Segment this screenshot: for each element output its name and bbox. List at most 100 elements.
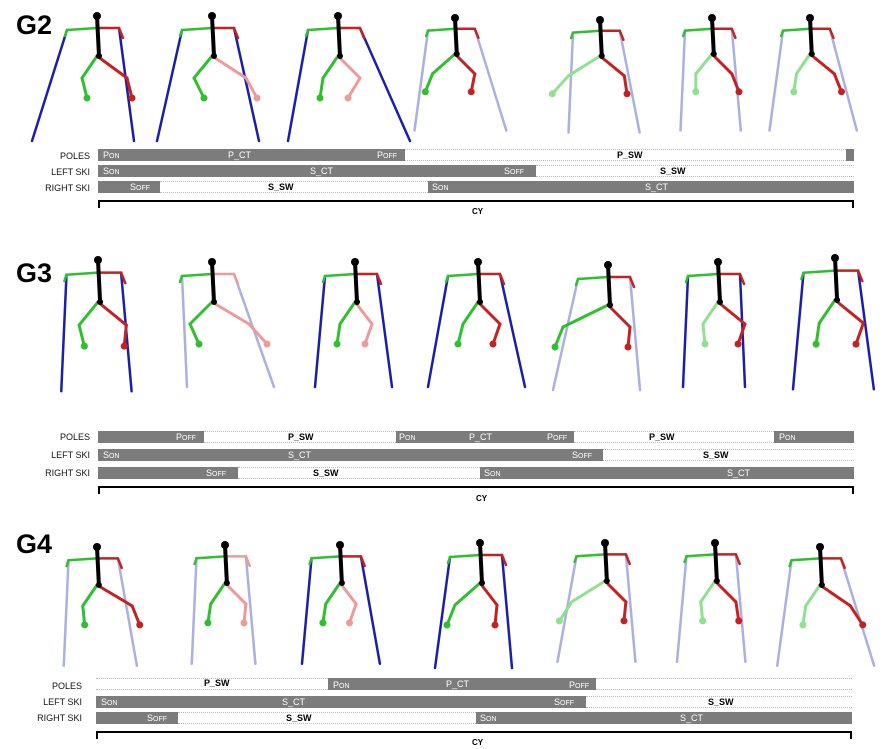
left-pole [681, 274, 690, 389]
right-thigh [713, 579, 738, 604]
right-hand [738, 272, 746, 286]
right-ski-contact-bar [96, 712, 178, 724]
pelvis [603, 578, 610, 584]
left-shank [192, 76, 206, 100]
head [451, 14, 459, 22]
poles-contact-bar [774, 431, 854, 443]
left-pole [776, 559, 793, 667]
head [816, 543, 824, 551]
head [208, 12, 216, 20]
right-hand [232, 272, 240, 286]
left-ski-event-label: SOFF [504, 166, 525, 176]
left-arm [683, 27, 714, 32]
right-pole [498, 272, 527, 389]
right-shank [247, 322, 269, 346]
right-foot [361, 340, 369, 348]
left-hand [569, 31, 575, 40]
left-thigh [570, 579, 607, 604]
trunk [478, 541, 484, 585]
head [711, 539, 719, 547]
left-hand [779, 29, 785, 38]
right-thigh [95, 54, 129, 80]
poles-event-label: POFF [176, 432, 197, 442]
left-ski-event-label: SOFF [572, 450, 593, 460]
left-ski-event-label: SOFF [554, 697, 575, 707]
left-foot [195, 340, 203, 348]
right-hand [828, 27, 835, 40]
left-hand [800, 271, 805, 281]
right-thigh [95, 583, 134, 608]
left-foot [200, 94, 208, 102]
head [93, 543, 101, 551]
left-hand [683, 555, 688, 564]
left-foot [548, 90, 556, 98]
poles-contact-bar [98, 149, 405, 161]
cycle-label: CY [472, 738, 484, 747]
right-thigh [210, 300, 251, 326]
right-thigh [598, 54, 626, 78]
left-foot [333, 340, 341, 348]
left-foot [699, 617, 707, 625]
left-ski-swing-bar [586, 696, 852, 708]
right-shank [854, 321, 865, 346]
right-ski-contact-bar [98, 181, 160, 193]
left-shank [188, 322, 201, 346]
right-pole [359, 555, 382, 665]
right-ski-contact-bar [98, 467, 238, 479]
right-ski-swing-bar [178, 712, 476, 724]
right-hand [116, 557, 123, 570]
left-ski-contact-bar [98, 165, 536, 177]
left-arm [426, 27, 457, 32]
pelvis [337, 53, 343, 59]
right-thigh [210, 54, 248, 80]
left-ski-event-label: SON [103, 166, 120, 176]
right-shank [736, 322, 747, 346]
left-hand [178, 274, 184, 284]
right-foot [620, 617, 628, 625]
right-foot [623, 90, 631, 98]
left-pole [679, 29, 687, 132]
row-label-poles: POLES [59, 432, 90, 442]
left-pole [286, 28, 310, 143]
poles-swing-bar [596, 678, 852, 690]
head [601, 539, 609, 547]
right-hand [730, 27, 737, 40]
poles-end-bar [846, 149, 854, 161]
pelvis [453, 51, 460, 57]
right-pole [244, 555, 257, 665]
left-shank [77, 323, 86, 348]
right-pole [618, 29, 641, 134]
cycle-label: CY [476, 494, 488, 503]
left-thigh [461, 300, 480, 326]
right-shank [363, 322, 374, 346]
left-arm [446, 272, 480, 278]
trunk [336, 14, 342, 58]
left-thigh [561, 303, 610, 329]
right-foot [491, 621, 499, 629]
pelvis [211, 299, 217, 305]
left-shank [553, 325, 565, 349]
left-arm [802, 269, 837, 274]
trunk [808, 16, 814, 56]
left-hand [444, 274, 450, 284]
left-pole [426, 274, 450, 389]
left-hand [193, 557, 198, 566]
right-thigh [716, 300, 747, 326]
left-pole [30, 28, 69, 143]
trunk [96, 258, 103, 304]
poles-contact-bar [98, 431, 204, 443]
left-arm [323, 272, 357, 278]
right-thigh [606, 303, 632, 329]
left-foot [83, 94, 91, 102]
head [596, 16, 604, 24]
left-pole [675, 555, 688, 663]
left-arm [781, 27, 812, 32]
left-arm [571, 29, 602, 34]
pelvis [95, 582, 102, 588]
left-pole [190, 557, 198, 665]
left-foot [80, 342, 88, 350]
right-thigh [96, 300, 128, 327]
right-shank [491, 322, 502, 346]
right-ski-swing-bar [238, 467, 480, 479]
pelvis [808, 51, 815, 57]
